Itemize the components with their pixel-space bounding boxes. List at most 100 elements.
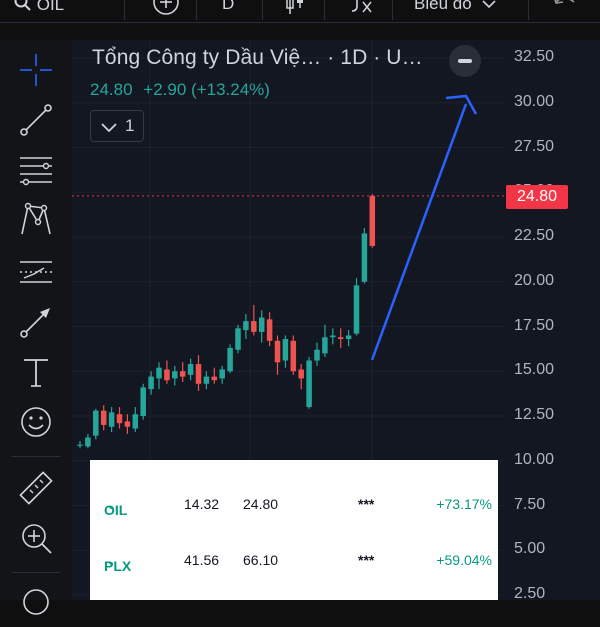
candle-body	[227, 347, 233, 372]
candle-body	[156, 367, 162, 379]
candle	[132, 407, 139, 433]
candle-body	[172, 371, 178, 379]
candlestick-icon	[286, 0, 303, 14]
candle	[251, 305, 257, 336]
candle-body	[195, 364, 202, 384]
candle-body	[100, 410, 107, 425]
price-axis-label: 22.50	[514, 227, 555, 244]
candle	[337, 328, 344, 348]
zoom-in-tool[interactable]	[16, 518, 56, 558]
minus-icon	[458, 59, 472, 63]
emoji-tool[interactable]	[16, 402, 56, 442]
watchlist-masked-value: ***	[358, 552, 375, 568]
candle-body	[322, 337, 328, 354]
candle-body	[108, 412, 115, 427]
candle-body	[77, 444, 83, 446]
candle	[290, 335, 297, 375]
candle-body	[345, 335, 352, 340]
zoom-in-icon	[22, 524, 52, 554]
candle	[203, 371, 210, 390]
candle-body	[132, 414, 139, 429]
candle	[219, 365, 225, 384]
last-price: 24.80	[90, 80, 133, 99]
candle	[187, 358, 194, 381]
price-axis-label: 15.00	[514, 361, 555, 379]
indicators-button[interactable]	[348, 0, 374, 23]
candle	[235, 324, 241, 354]
watchlist-value: 14.32	[184, 496, 220, 512]
chart-style-button[interactable]	[284, 0, 306, 23]
candle-body	[337, 337, 344, 340]
price-axis-label: 20.00	[514, 271, 555, 289]
forecast-tool[interactable]	[16, 252, 56, 292]
candle	[353, 278, 360, 336]
candle	[85, 433, 91, 449]
horizontal-lines-icon	[20, 157, 52, 186]
chart-menu-button[interactable]: Biểu đồ	[414, 0, 496, 14]
candle	[369, 194, 376, 248]
measure-tool[interactable]	[16, 468, 56, 508]
candle	[148, 371, 154, 395]
chevron-down-icon: ⌄	[107, 557, 116, 568]
fib-tool[interactable]	[16, 150, 56, 190]
candle	[211, 367, 218, 384]
candle	[156, 362, 162, 390]
trend-line-tool[interactable]	[16, 100, 56, 140]
price-axis-label: 27.50	[514, 137, 555, 155]
pattern-icon	[21, 202, 51, 235]
candle	[172, 365, 178, 386]
interval-button[interactable]: D	[222, 0, 235, 13]
candle-body	[85, 437, 91, 447]
toolbar-divider	[124, 0, 125, 20]
candle	[195, 355, 202, 391]
compare-button[interactable]	[152, 0, 180, 21]
search-icon	[14, 0, 31, 11]
candle	[345, 330, 352, 347]
trend-line-icon	[20, 104, 52, 136]
candle-body	[164, 369, 170, 381]
candle	[77, 441, 83, 449]
arrow-icon	[20, 308, 50, 338]
candle-body	[148, 376, 154, 390]
indicators-collapse-button[interactable]: 1	[90, 110, 144, 142]
remove-study-button[interactable]	[449, 45, 481, 77]
watchlist-row[interactable]: OIL ⌄ 14.32 24.80 *** +73.17%	[90, 490, 498, 520]
price-axis[interactable]	[504, 40, 600, 600]
watchlist-value: 66.10	[243, 552, 279, 568]
candle-body	[353, 285, 360, 334]
pattern-tool[interactable]	[16, 200, 56, 240]
chart-menu-label: Biểu đồ	[414, 0, 472, 13]
toolbar-divider	[196, 0, 197, 20]
ruler-icon	[19, 471, 53, 505]
text-icon	[24, 359, 48, 387]
candle	[306, 356, 312, 409]
chevron-down-icon	[101, 123, 117, 133]
candle	[124, 414, 131, 434]
watchlist-panel: OIL ⌄ 14.32 24.80 *** +73.17% PLX ⌄ 41.56 …	[90, 460, 498, 600]
candle	[266, 312, 273, 347]
candle-body	[124, 421, 131, 427]
watchlist-row[interactable]: PLX ⌄ 41.56 66.10 *** +59.04%	[90, 546, 498, 576]
candle	[361, 228, 368, 284]
candle	[179, 362, 186, 382]
price-axis-label: 10.00	[514, 450, 555, 468]
watchlist-symbol: OIL ⌄	[104, 501, 128, 518]
symbol-search-button[interactable]: OIL	[14, 0, 64, 15]
candle-body	[298, 369, 304, 379]
candle	[140, 383, 146, 420]
collapse-count: 1	[125, 116, 135, 135]
symbol-label: OIL	[36, 0, 65, 14]
text-tool[interactable]	[16, 352, 56, 392]
candle-body	[369, 195, 376, 246]
candle-body	[179, 371, 186, 377]
candle-body	[330, 335, 336, 338]
trend-arrow-drawing[interactable]	[370, 94, 478, 361]
candle	[314, 342, 320, 366]
undo-button[interactable]	[552, 0, 576, 19]
arrow-tool[interactable]	[16, 302, 56, 342]
candle-body	[116, 414, 123, 424]
crosshair-tool[interactable]	[16, 50, 56, 90]
toolbar-divider	[12, 572, 60, 573]
forecast-icon	[20, 261, 52, 283]
price-axis-label: 2.50	[514, 585, 546, 602]
